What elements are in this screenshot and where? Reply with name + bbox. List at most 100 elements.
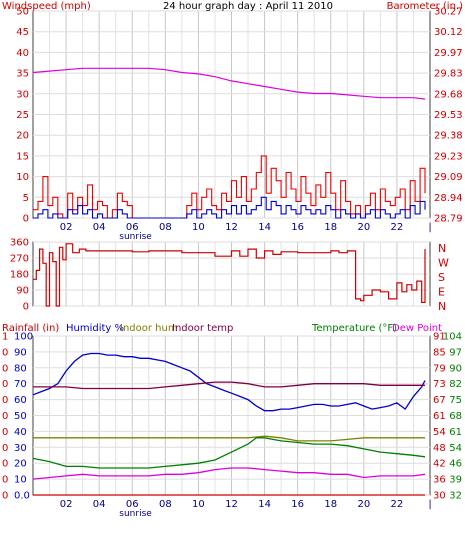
y2-tick-label: 29.97 <box>434 48 463 59</box>
x-tick-label: 10 <box>192 222 205 233</box>
x-tick-label: 20 <box>357 222 370 233</box>
indoor-temp-tick-label: 85 <box>433 347 446 358</box>
y-tick-label: 5 <box>23 193 29 204</box>
rain-tick-label: 0 <box>2 459 8 470</box>
series-line <box>33 381 425 390</box>
y2-axis-label: Barometer (in.) <box>387 1 463 12</box>
temperature-tick-label: 97 <box>449 347 462 358</box>
humidity-tick-label: 100 <box>14 332 33 343</box>
rain-tick-label: 0 <box>2 347 8 358</box>
direction-label: N <box>438 300 446 313</box>
x-tick-label: 16 <box>291 499 304 510</box>
y-tick-label: 0 <box>23 302 29 313</box>
y-tick-label: 90 <box>16 286 29 297</box>
y2-tick-label: 30.27 <box>434 7 463 18</box>
humidity-tick-label: 90 <box>14 347 27 358</box>
y2-tick-label: 29.38 <box>434 131 463 142</box>
temperature-tick-label: 68 <box>449 411 462 422</box>
x-tick-label: 02 <box>60 499 73 510</box>
bottom-panel-humidity-temperature: 0.01020304050607080901000000000000130364… <box>2 323 462 519</box>
y-tick-label: 10 <box>16 172 29 183</box>
rain-tick-label: 0 <box>2 491 8 502</box>
y-axis-label: Windspeed (mph) <box>2 1 91 12</box>
x-tick-label: 06 <box>126 222 139 233</box>
y-tick-label: 35 <box>16 69 29 80</box>
x-tick-label: 16 <box>291 222 304 233</box>
rain-tick-label: 0 <box>2 475 8 486</box>
x-tick-label: | <box>428 499 431 510</box>
series-line <box>32 437 426 469</box>
y-tick-label: 0 <box>23 214 29 225</box>
humidity-tick-label: 40 <box>14 427 27 438</box>
indoor-temp-tick-label: 73 <box>433 379 446 390</box>
x-tick-label: 02 <box>60 222 73 233</box>
y-tick-label: 25 <box>16 110 29 121</box>
humidity-tick-label: 50 <box>14 411 27 422</box>
legend-dew-point: Dew Point <box>392 323 442 334</box>
series-line <box>33 196 426 219</box>
top-panel-windspeed-barometer: 0 5 10 15 20 25 30 35 40 45 50 28.79 28.94 29.09 29.23… <box>2 1 463 242</box>
legend-indoor-temp: Indoor temp <box>172 323 233 334</box>
rain-tick-label: 1 <box>2 332 8 343</box>
direction-label: S <box>438 271 445 284</box>
y2-tick-label: 28.94 <box>434 193 463 204</box>
temperature-tick-label: 61 <box>449 427 462 438</box>
humidity-tick-label: 20 <box>14 459 27 470</box>
x-tick-label: 14 <box>258 499 271 510</box>
y2-tick-label: 29.53 <box>434 110 463 121</box>
indoor-temp-tick-label: 61 <box>433 411 446 422</box>
series-line <box>32 67 426 100</box>
legend-indoor-hum: Indoor hum <box>120 323 178 334</box>
chart-title: 24 hour graph day : April 11 2010 <box>163 1 333 12</box>
y2-tick-label: 30.12 <box>434 27 463 38</box>
direction-label: E <box>438 286 445 299</box>
temperature-tick-label: 82 <box>449 379 462 390</box>
x-tick-label: 18 <box>324 499 337 510</box>
humidity-tick-label: 10 <box>14 475 27 486</box>
indoor-temp-tick-label: 54 <box>433 427 446 438</box>
x-tick-label: 22 <box>391 499 404 510</box>
direction-label: W <box>438 257 449 270</box>
x-tick-label: 14 <box>258 222 271 233</box>
series-line <box>32 352 426 412</box>
humidity-tick-label: 30 <box>14 443 27 454</box>
x-tick-label: 20 <box>357 499 370 510</box>
indoor-temp-tick-label: 36 <box>433 475 446 486</box>
x-tick-label: 12 <box>225 222 238 233</box>
temperature-tick-label: 75 <box>449 395 462 406</box>
rain-tick-label: 0 <box>2 379 8 390</box>
y2-tick-label: 28.79 <box>434 214 463 225</box>
y-tick-label: 50 <box>16 7 29 18</box>
humidity-tick-label: 0.0 <box>14 491 30 502</box>
humidity-tick-label: 80 <box>14 363 27 374</box>
x-tick-label: 12 <box>225 499 238 510</box>
y-tick-label: 360 <box>10 238 29 249</box>
legend-humidity: Humidity % <box>66 323 124 334</box>
legend-temperature: Temperature (°F) <box>311 323 397 334</box>
y2-tick-label: 29.83 <box>434 69 463 80</box>
indoor-temp-tick-label: 30 <box>433 491 446 502</box>
x-tick-label: 04 <box>93 499 106 510</box>
x-tick-label: 22 <box>391 222 404 233</box>
indoor-temp-tick-label: 79 <box>433 363 446 374</box>
rain-tick-label: 0 <box>2 427 8 438</box>
indoor-temp-tick-label: 42 <box>433 459 446 470</box>
temperature-tick-label: 32 <box>449 491 462 502</box>
temperature-tick-label: 90 <box>449 363 462 374</box>
humidity-tick-label: 70 <box>14 379 27 390</box>
humidity-tick-label: 60 <box>14 395 27 406</box>
x-tick-label: 18 <box>324 222 337 233</box>
series-line <box>33 243 426 307</box>
y-tick-label: 30 <box>16 89 29 100</box>
x-tick-label: | <box>428 222 431 233</box>
temperature-tick-label: 39 <box>449 475 462 486</box>
temperature-tick-label: 104 <box>443 332 462 343</box>
y2-tick-label: 29.68 <box>434 89 463 100</box>
x-tick-label: 10 <box>192 499 205 510</box>
y2-tick-label: 29.09 <box>434 172 463 183</box>
temperature-tick-label: 54 <box>449 443 462 454</box>
y-tick-label: 40 <box>16 48 29 59</box>
